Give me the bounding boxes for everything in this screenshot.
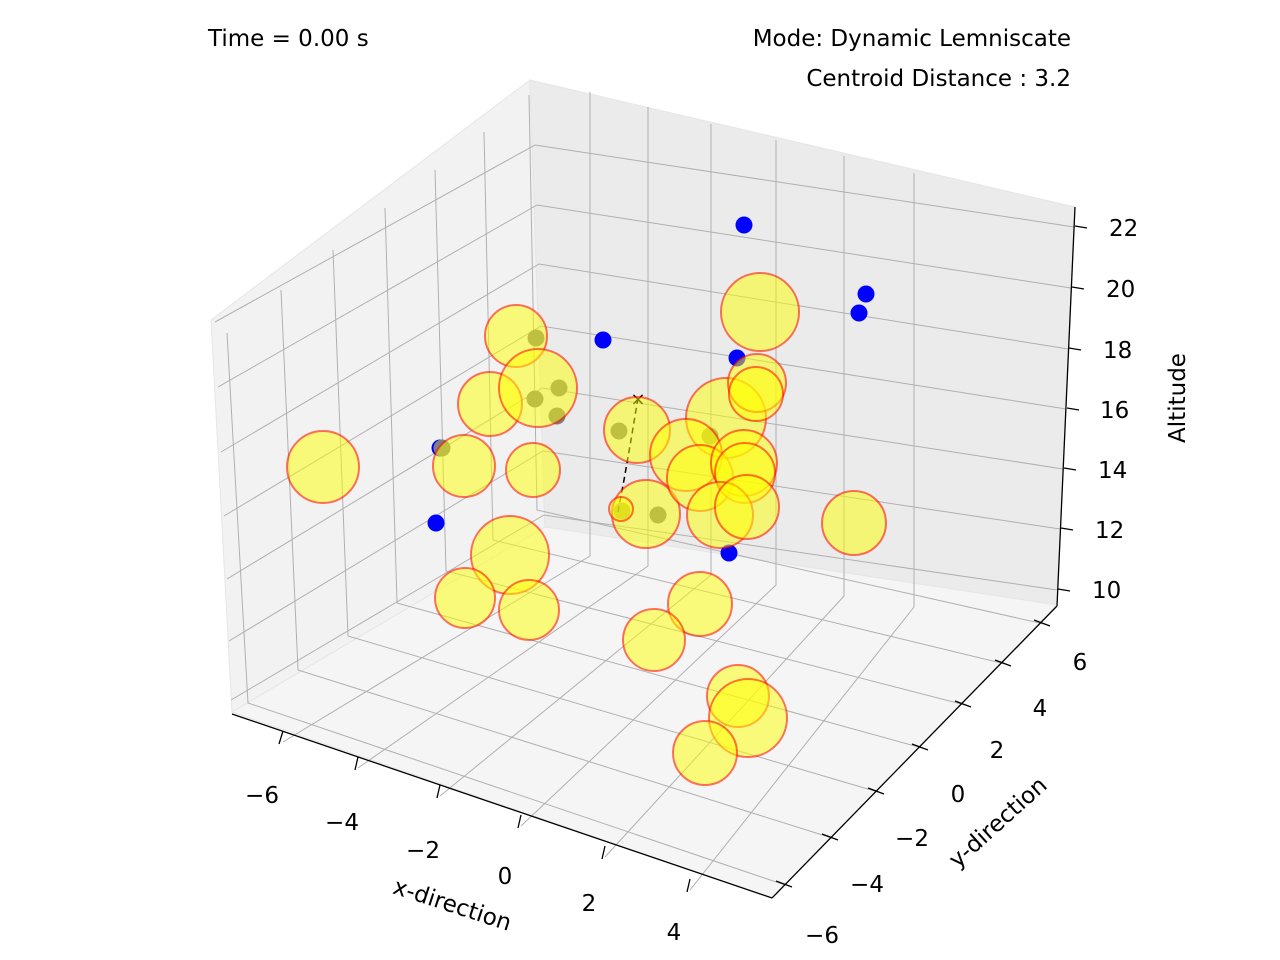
yellow-sphere: [498, 348, 578, 428]
yellow-sphere: [728, 366, 784, 422]
grid-y-2: [434, 169, 966, 706]
blue-point: [427, 514, 445, 532]
yellow-sphere: [434, 567, 496, 629]
x-tick-label: −6: [245, 783, 279, 809]
z-tick-label: 16: [1100, 398, 1129, 424]
grid-z-20: [217, 204, 1072, 388]
grid-y-6: [528, 94, 1045, 625]
yellow-sphere: [432, 434, 496, 498]
axis-lines: [231, 206, 1076, 899]
y-axis-line: [771, 605, 1058, 899]
grid-y--6: [226, 332, 786, 886]
blue-point: [720, 544, 738, 562]
z-tick-label: 10: [1092, 578, 1121, 604]
y-tick-mark: [911, 743, 929, 751]
z-tick-mark: [1063, 467, 1077, 471]
tick-marks: [278, 225, 1088, 893]
x-axis-label: x-direction: [390, 874, 515, 937]
z-tick-mark: [1071, 286, 1085, 290]
centroid-distance-label: Centroid Distance : 3.2: [806, 66, 1071, 92]
z-tick-label: 18: [1103, 338, 1132, 364]
z-tick-label: 20: [1106, 277, 1135, 303]
z-tick-label: 22: [1109, 216, 1138, 242]
blue-point: [850, 304, 868, 322]
y-tick-mark: [954, 700, 972, 708]
y-tick-mark: [867, 787, 885, 795]
y-tick-label: −2: [895, 826, 929, 852]
x-tick-mark: [436, 784, 441, 799]
grid-z-10: [230, 514, 1058, 701]
x-tick-label: 4: [667, 920, 682, 946]
z-tick-mark: [1074, 225, 1088, 229]
yellow-sphere: [714, 474, 780, 540]
y-tick-label: 4: [1033, 696, 1048, 722]
z-axis-label: Altitude: [1165, 353, 1191, 443]
mode-label: Mode: Dynamic Lemniscate: [753, 26, 1071, 52]
grid-x-4: [689, 173, 915, 891]
x-tick-mark: [517, 814, 522, 829]
z-tick-mark: [1066, 407, 1080, 411]
grid-z-22: [214, 144, 1075, 323]
z-tick-mark: [1057, 588, 1071, 592]
x-tick-mark: [278, 730, 284, 745]
yellow-sphere: [821, 490, 887, 556]
z-tick-mark: [1068, 347, 1082, 351]
z-tick-label: 12: [1095, 518, 1124, 544]
y-tick-label: 0: [951, 782, 966, 808]
time-label: Time = 0.00 s: [207, 26, 369, 52]
y-tick-label: −6: [805, 923, 839, 949]
x-tick-label: 2: [582, 891, 597, 917]
y-tick-mark: [775, 880, 793, 888]
data-markers: ×: [286, 216, 887, 786]
y-tick-mark: [994, 659, 1012, 667]
x-tick-label: −2: [406, 838, 440, 864]
grid-y--4: [280, 289, 833, 839]
x-tick-mark: [686, 878, 691, 893]
axes-panes: [210, 79, 1076, 899]
yellow-sphere: [505, 442, 561, 498]
x-axis-line: [231, 713, 773, 899]
yellow-sphere: [667, 571, 733, 637]
back-pane: [529, 79, 1076, 606]
z-tick-mark: [1060, 527, 1074, 531]
yellow-sphere: [720, 272, 800, 352]
y-tick-mark: [821, 833, 839, 841]
x-tick-label: −4: [325, 810, 359, 836]
y-tick-label: −4: [850, 872, 884, 898]
z-axis-line: [1056, 206, 1076, 607]
blue-point: [735, 216, 753, 234]
yellow-sphere: [286, 430, 360, 504]
grid-x--6: [282, 92, 591, 743]
grid-x--4: [357, 107, 649, 769]
z-tick-label: 14: [1098, 458, 1127, 484]
blue-point: [857, 285, 875, 303]
yellow-sphere: [498, 579, 560, 641]
y-tick-mark: [1033, 619, 1051, 627]
y-tick-label: 6: [1073, 650, 1088, 676]
grid-z-18: [220, 263, 1069, 453]
x-tick-mark: [601, 845, 606, 860]
x-tick-mark: [354, 756, 359, 771]
x-tick-label: 0: [498, 864, 513, 890]
blue-point: [594, 331, 612, 349]
y-tick-label: 2: [990, 738, 1005, 764]
yellow-sphere: [672, 720, 738, 786]
tick-labels: −6 −4 −2 0 2 4 −6 −4 −2 0 2 4 6 10 12 14…: [245, 216, 1138, 949]
yellow-sphere: [608, 496, 634, 522]
yellow-sphere: [622, 608, 686, 672]
